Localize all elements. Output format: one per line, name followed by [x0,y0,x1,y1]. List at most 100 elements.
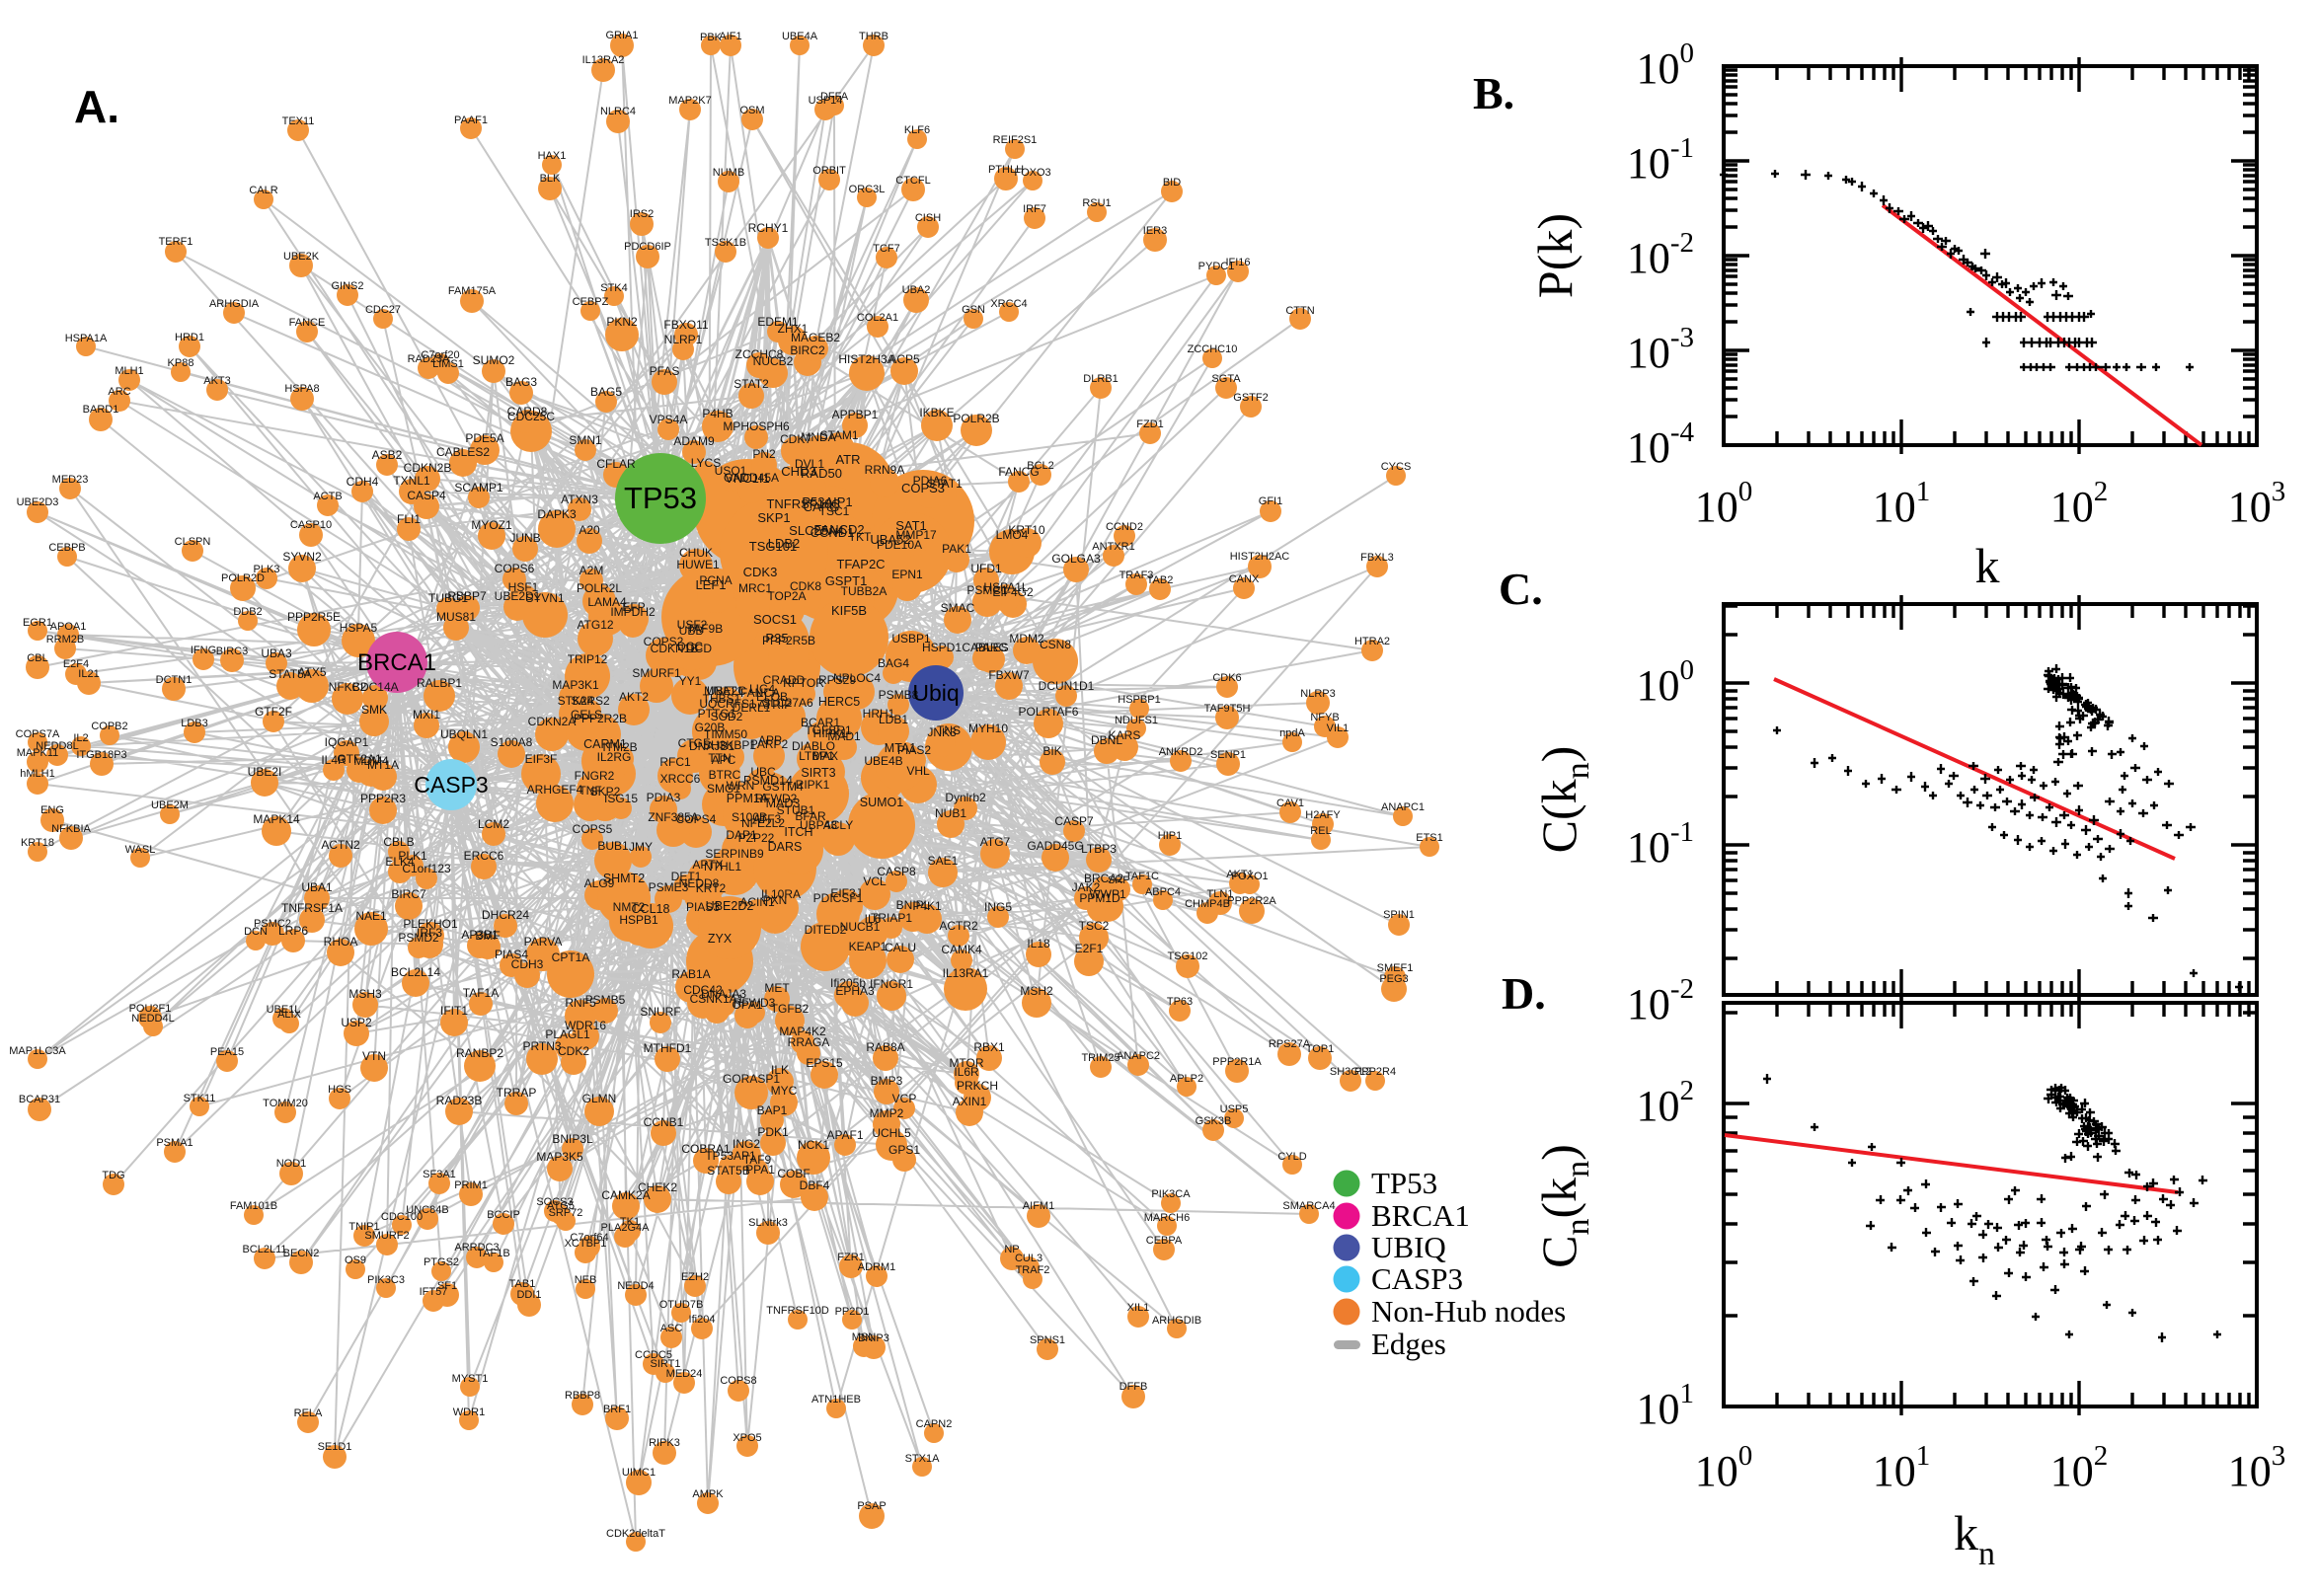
svg-text:RBBP7: RBBP7 [447,589,487,603]
svg-text:CSNK1A1: CSNK1A1 [690,992,744,1006]
svg-text:GTF2F: GTF2F [255,705,292,719]
svg-text:TP53AP1: TP53AP1 [705,1149,756,1163]
svg-text:UBP43: UBP43 [800,818,837,832]
svg-text:NUCB1: NUCB1 [840,920,881,934]
svg-text:PRTN3: PRTN3 [522,1039,561,1053]
svg-text:PPP2R2A: PPP2R2A [1227,895,1276,907]
svg-text:IL4R: IL4R [321,753,347,767]
svg-text:LEF1: LEF1 [695,577,726,592]
svg-text:MAP2K7: MAP2K7 [668,95,711,107]
svg-text:UBA2: UBA2 [902,284,931,296]
svg-text:EIF4G2: EIF4G2 [992,585,1034,599]
svg-text:GSTF2: GSTF2 [1233,392,1268,404]
svg-text:XCTBP1: XCTBP1 [565,1238,607,1250]
svg-text:RRAGA: RRAGA [788,1035,830,1049]
svg-text:VCL: VCL [863,874,887,888]
svg-text:BMP3: BMP3 [871,1074,903,1088]
svg-text:COPS6: COPS6 [495,562,535,575]
svg-text:USP2: USP2 [341,1016,372,1029]
svg-text:EIF3J: EIF3J [830,886,861,900]
svg-text:TP53: TP53 [1371,1166,1437,1200]
svg-text:MTOR: MTOR [949,1056,983,1070]
svg-text:CDKN2A: CDKN2A [528,715,577,728]
svg-text:ING2: ING2 [733,1137,760,1151]
svg-text:C7orf64: C7orf64 [570,1232,608,1244]
svg-text:DCUN1D1: DCUN1D1 [1039,679,1095,693]
svg-text:TRRAP: TRRAP [497,1086,537,1100]
svg-text:NOD1: NOD1 [276,1158,307,1170]
svg-text:IL6R: IL6R [954,1065,979,1079]
svg-text:STAT5A: STAT5A [269,667,312,681]
svg-text:BRF1: BRF1 [603,1404,631,1415]
svg-text:CALR: CALR [249,185,277,196]
svg-text:HIST2H2AC: HIST2H2AC [1230,551,1290,563]
svg-text:PTHLH: PTHLH [988,164,1024,176]
svg-text:SYVN2: SYVN2 [282,550,322,564]
svg-text:PKN2: PKN2 [606,315,638,329]
svg-text:SMURF2: SMURF2 [364,1230,409,1242]
svg-text:APC: APC [712,753,736,767]
svg-text:DLRB1: DLRB1 [1083,373,1118,385]
svg-text:PPM1D: PPM1D [1079,891,1120,905]
svg-text:A.: A. [74,81,119,132]
svg-text:VNC1I1: VNC1I1 [725,471,770,486]
svg-text:SERPINB9: SERPINB9 [705,847,764,861]
svg-text:ATG7: ATG7 [980,835,1011,849]
svg-text:NEDD8: NEDD8 [679,876,720,890]
svg-text:EDEM1: EDEM1 [757,315,799,329]
svg-text:NEDD4: NEDD4 [617,1280,654,1292]
svg-text:EPS15: EPS15 [806,1056,843,1070]
svg-text:PARVA: PARVA [524,935,563,949]
svg-text:k: k [1975,538,2000,593]
svg-text:SOD2: SOD2 [711,710,743,723]
svg-text:HIP1: HIP1 [1158,830,1182,842]
svg-text:SGTA: SGTA [1211,373,1241,385]
svg-text:TRAF2: TRAF2 [1016,1264,1050,1276]
svg-text:CPT1A: CPT1A [552,950,590,964]
svg-text:COPS2: COPS2 [644,635,684,648]
svg-text:STX1A: STX1A [905,1453,941,1465]
svg-text:BUB1: BUB1 [597,839,629,853]
svg-text:UBE2D3: UBE2D3 [17,496,59,508]
svg-text:CDH3: CDH3 [511,957,544,971]
svg-text:RAB1A: RAB1A [671,967,710,981]
svg-text:NEDD8L: NEDD8L [36,740,78,752]
svg-text:BECN2: BECN2 [283,1248,320,1259]
svg-text:UBE2D2: UBE2D2 [706,899,754,913]
svg-text:E2F1: E2F1 [1075,942,1104,955]
svg-text:S100B: S100B [732,810,767,824]
svg-text:VHL: VHL [906,764,930,778]
svg-text:ACTN2: ACTN2 [321,838,360,852]
svg-text:CEBPZ: CEBPZ [573,296,609,308]
svg-text:SMK: SMK [361,703,387,717]
svg-text:102: 102 [2050,476,2109,531]
svg-text:BCAP31: BCAP31 [19,1094,60,1105]
svg-text:TOP2A: TOP2A [767,589,806,603]
svg-text:CABLES2: CABLES2 [436,445,490,459]
svg-text:POLR2B: POLR2B [953,412,999,425]
svg-text:PPP2R4: PPP2R4 [1354,1066,1396,1078]
svg-text:CHD3: CHD3 [781,464,815,479]
svg-text:APP: APP [758,733,782,747]
svg-text:SKP1: SKP1 [757,510,790,525]
svg-text:IRS2: IRS2 [630,208,654,220]
svg-text:TAB1: TAB1 [509,1278,536,1290]
svg-text:ASB2: ASB2 [372,448,403,462]
svg-text:IRF7: IRF7 [1023,203,1046,215]
svg-text:HIPK1: HIPK1 [813,726,848,740]
svg-text:TAF9T5H: TAF9T5H [1204,703,1251,715]
svg-text:UBE2C: UBE2C [707,684,746,698]
svg-text:MT1A: MT1A [367,758,399,772]
svg-text:COPS8: COPS8 [720,1375,756,1387]
svg-text:PAAF1: PAAF1 [454,114,488,126]
svg-text:HSF1: HSF1 [508,580,539,594]
svg-text:UBA52: UBA52 [870,532,910,547]
svg-text:FNGR2: FNGR2 [575,769,615,783]
svg-text:STUB1: STUB1 [777,803,815,817]
svg-text:P4K1: P4K1 [912,899,942,913]
svg-text:CALU: CALU [885,941,916,954]
svg-text:HAX1: HAX1 [538,150,567,162]
svg-text:PSME3: PSME3 [649,880,689,894]
svg-text:WRN: WRN [727,779,755,793]
svg-text:CTTN: CTTN [1285,305,1314,317]
